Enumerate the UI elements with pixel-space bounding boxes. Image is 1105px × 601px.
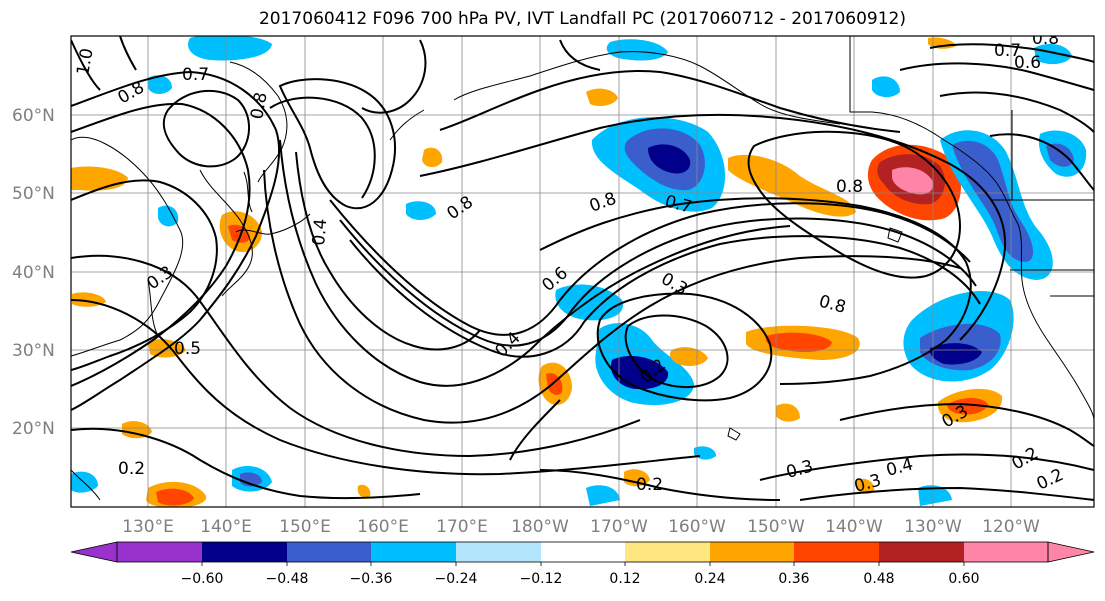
positive-anomaly — [856, 478, 875, 494]
colorbar-tick: 0.36 — [778, 571, 809, 587]
colorbar-segment — [371, 542, 456, 562]
positive-anomaly — [122, 421, 152, 439]
pv-anomaly-shading — [71, 36, 1087, 507]
lon-label: 130°E — [122, 517, 174, 537]
pv-contours — [71, 36, 1094, 501]
negative-anomaly — [158, 205, 179, 227]
contour-label: 0.6 — [1014, 53, 1041, 73]
negative-anomaly — [918, 485, 952, 506]
lon-label: 150°W — [747, 517, 805, 537]
lon-label: 180°W — [511, 517, 569, 537]
lon-label: 160°W — [668, 517, 726, 537]
colorbar-segment — [794, 542, 879, 562]
positive-anomaly — [892, 167, 934, 195]
latitude-labels: 60°N 50°N 40°N 30°N 20°N — [12, 106, 55, 439]
colorbar-segment — [70, 541, 118, 563]
positive-anomaly — [947, 398, 988, 415]
lon-label: 170°E — [436, 517, 488, 537]
contour-label: 0.8 — [1032, 29, 1059, 49]
coastlines — [71, 36, 1094, 501]
lon-label: 120°W — [982, 517, 1040, 537]
colorbar-segment — [625, 542, 710, 562]
positive-anomaly — [765, 332, 832, 352]
positive-anomaly — [156, 488, 194, 506]
colorbar-tick: −0.60 — [181, 571, 224, 587]
lon-label: 150°E — [279, 517, 331, 537]
lat-label: 50°N — [12, 184, 55, 204]
lat-label: 30°N — [12, 341, 55, 361]
negative-anomaly — [929, 343, 982, 365]
lat-label: 20°N — [12, 419, 55, 439]
contour-label: 1.0 — [73, 47, 97, 77]
contour-label: 0.7 — [994, 41, 1021, 61]
lon-label: 160°E — [357, 517, 409, 537]
graticule — [71, 36, 1094, 507]
contour-label: 0.2 — [118, 459, 145, 479]
positive-anomaly — [357, 484, 371, 498]
colorbar-tick: −0.24 — [435, 571, 478, 587]
colorbar-segment — [964, 542, 1048, 562]
lon-label: 140°E — [200, 517, 252, 537]
colorbar-tick: −0.12 — [520, 571, 563, 587]
colorbar-tick: −0.48 — [266, 571, 309, 587]
colorbar-segment — [710, 542, 794, 562]
colorbar-segment — [456, 542, 541, 562]
contour-label: 0.2 — [636, 475, 663, 495]
negative-anomaly — [606, 39, 668, 61]
colorbar-tick: 0.24 — [694, 571, 725, 587]
lat-label: 60°N — [12, 106, 55, 126]
negative-anomaly — [872, 76, 900, 98]
negative-anomaly — [1034, 43, 1072, 65]
negative-anomaly — [648, 144, 691, 174]
contour-label: 0.8 — [836, 177, 863, 197]
colorbar: −0.60 −0.48 −0.36 −0.24 −0.12 0.12 0.24 … — [70, 541, 1095, 587]
negative-anomaly — [188, 36, 272, 61]
colorbar-segment — [879, 542, 964, 562]
lon-label: 130°W — [904, 517, 962, 537]
colorbar-segment — [287, 542, 371, 562]
contour-label: 0.4 — [309, 218, 331, 247]
colorbar-tick: −0.36 — [350, 571, 393, 587]
colorbar-tick: 0.48 — [863, 571, 894, 587]
colorbar-segment — [1047, 541, 1095, 563]
negative-anomaly — [148, 75, 172, 94]
lon-label: 140°W — [825, 517, 883, 537]
negative-anomaly — [1046, 143, 1074, 167]
positive-anomaly — [422, 147, 443, 168]
positive-anomaly — [670, 347, 708, 366]
colorbar-segment — [202, 542, 287, 562]
colorbar-tick: 0.12 — [609, 571, 640, 587]
lat-label: 40°N — [12, 263, 55, 283]
colorbar-segment — [541, 542, 625, 562]
positive-anomaly — [586, 88, 618, 106]
contour-label: 0.5 — [174, 339, 201, 359]
contour-label: 0.7 — [182, 65, 209, 85]
negative-anomaly — [406, 201, 436, 220]
map-panel: 0.7 0.8 1.0 0.8 0.8 0.8 0.4 0.3 0.5 0.8 … — [70, 29, 1095, 508]
colorbar-tick: 0.60 — [948, 571, 979, 587]
figure-title: 2017060412 F096 700 hPa PV, IVT Landfall… — [258, 9, 906, 29]
longitude-labels: 130°E 140°E 150°E 160°E 170°E 180°W 170°… — [122, 517, 1040, 537]
jet-contour-bundle — [329, 199, 981, 358]
positive-anomaly — [776, 403, 800, 422]
contour-label: 0.8 — [247, 91, 271, 121]
positive-anomaly — [228, 224, 250, 243]
negative-anomaly — [586, 485, 620, 506]
colorbar-segment — [117, 542, 202, 562]
lon-label: 170°W — [590, 517, 648, 537]
